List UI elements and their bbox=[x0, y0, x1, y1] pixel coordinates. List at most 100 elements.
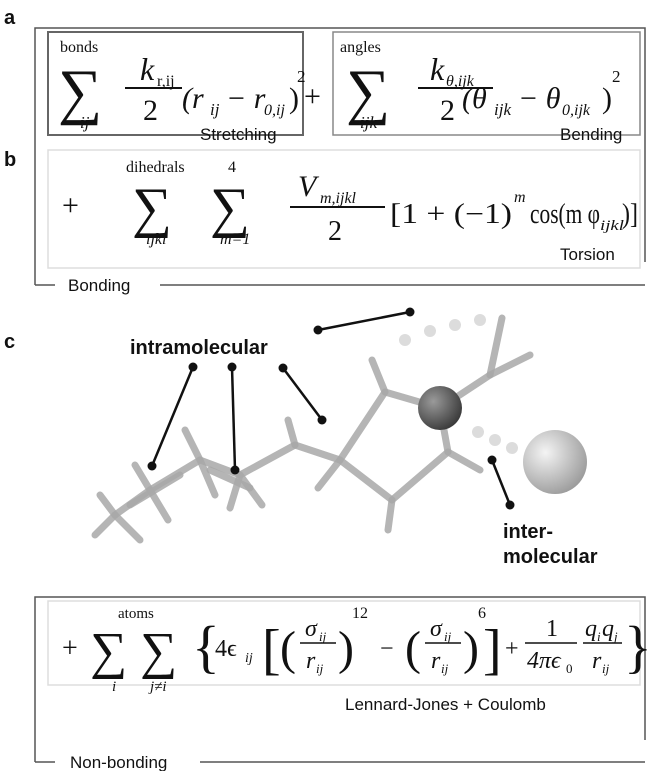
pointer-dot bbox=[231, 466, 240, 475]
bond-stick bbox=[295, 445, 340, 460]
atom-dark bbox=[418, 386, 462, 430]
stretching-tn3: ) bbox=[289, 82, 299, 115]
bending-num: k bbox=[430, 51, 445, 87]
stretching-tn2-sub: 0,ij bbox=[264, 102, 285, 119]
bending-top: angles bbox=[340, 39, 381, 56]
nonbonding-fn1-den-sub: ij bbox=[316, 661, 324, 676]
bond-stick bbox=[392, 452, 448, 500]
torsion-tn2-sub: ijkl bbox=[600, 218, 624, 234]
nonbonding-fn4-den: r bbox=[592, 648, 602, 674]
stretching-label: Stretching bbox=[200, 125, 277, 144]
torsion-sup: m bbox=[514, 189, 526, 206]
nonbonding-fn4-qn2: q bbox=[602, 616, 614, 642]
bending-tn1-sub: ijk bbox=[494, 100, 511, 119]
bond-stick bbox=[115, 515, 140, 540]
nonbonding-fn3-den: 4πϵ bbox=[527, 648, 562, 674]
bond-stick bbox=[340, 392, 385, 460]
stretching-num: k bbox=[140, 51, 155, 87]
nonbonding-fn1-num: σ bbox=[305, 616, 318, 642]
nonbonding-top: atoms bbox=[118, 606, 154, 622]
bending-den: 2 bbox=[440, 94, 455, 127]
pointer-line bbox=[232, 367, 235, 470]
nonbonding-plusn2: + bbox=[505, 636, 519, 662]
pointer-dot bbox=[406, 308, 415, 317]
bending-tn3: ) bbox=[602, 82, 612, 115]
bond-stick bbox=[185, 430, 200, 460]
nonbonding-pn1-open: ( bbox=[280, 622, 296, 675]
pointer-dot bbox=[506, 501, 515, 510]
bending-tn1: (θ bbox=[462, 82, 487, 115]
molecule-intern1: inter- bbox=[503, 521, 553, 543]
nonbonding-minus: − bbox=[380, 636, 394, 662]
stretching-tn2: − r bbox=[226, 82, 266, 115]
interaction-dot bbox=[399, 334, 411, 346]
bond-stick bbox=[240, 445, 295, 475]
bending-label: Bending bbox=[560, 125, 622, 144]
panels-b: b bbox=[4, 149, 16, 171]
nonbonding-fn3-den-sub: 0 bbox=[566, 661, 573, 676]
stretching-top: bonds bbox=[60, 39, 98, 56]
figure: abc∑bondsijkr,ij2(rij− r0,ij)2+Stretchin… bbox=[0, 0, 663, 771]
nonbonding-bottomn1: i bbox=[112, 679, 116, 695]
interaction-dot bbox=[472, 426, 484, 438]
bond-stick bbox=[135, 465, 150, 490]
pointer-dot bbox=[279, 364, 288, 373]
bond-stick bbox=[318, 460, 340, 488]
stretching-bottom: ij bbox=[80, 113, 90, 132]
nonbonding-pn1-close: ) bbox=[338, 622, 354, 675]
torsion-num: V bbox=[298, 170, 320, 203]
nonbonding-pn2-open: ( bbox=[405, 622, 421, 675]
nonbonding-label: Lennard-Jones + Coulomb bbox=[345, 695, 546, 714]
torsion-num-sub: m,ijkl bbox=[320, 190, 357, 207]
nonbonding-bracket-close: ] bbox=[483, 619, 502, 681]
nonbonding-fn4-qn1-sub: i bbox=[597, 629, 601, 644]
interaction-dot bbox=[506, 442, 518, 454]
nonbonding-bracket-open: [ bbox=[262, 619, 281, 681]
torsion-den: 2 bbox=[328, 216, 342, 247]
pointer-line bbox=[283, 368, 322, 420]
torsion-sigman2: ∑ bbox=[210, 177, 250, 239]
bond-stick bbox=[95, 515, 115, 535]
nonbonding-fn2-den: r bbox=[431, 648, 441, 674]
nonbonding-fn1-den: r bbox=[306, 648, 316, 674]
pointer-dot bbox=[318, 416, 327, 425]
bond-stick bbox=[288, 420, 295, 445]
nonbonding-fn2-num-sub: ij bbox=[444, 629, 452, 644]
torsion-sigman1: ∑ bbox=[132, 177, 172, 239]
molecule-intern2: molecular bbox=[503, 546, 598, 568]
panels-c: c bbox=[4, 331, 15, 353]
torsion-plus: + bbox=[62, 189, 79, 222]
page: abc∑bondsijkr,ij2(rij− r0,ij)2+Stretchin… bbox=[0, 0, 663, 771]
bond-stick bbox=[448, 452, 480, 470]
nonbonding-fn4-qn1: q bbox=[585, 616, 597, 642]
pointer-dot bbox=[148, 462, 157, 471]
bending-bottom: ijk bbox=[360, 113, 377, 132]
bond-stick bbox=[340, 460, 392, 500]
nonbonding-fn1-num-sub: ij bbox=[319, 629, 327, 644]
nonbonding-eps-sub: ij bbox=[245, 651, 253, 666]
molecule-intramolecular: intramolecular bbox=[130, 337, 268, 359]
torsion-tn3: )] bbox=[622, 199, 638, 230]
stretching-tn1-sub: ij bbox=[210, 100, 220, 119]
pointer-dot bbox=[314, 326, 323, 335]
bond-stick bbox=[100, 495, 115, 515]
interaction-dot bbox=[449, 319, 461, 331]
nonbonding-eps: 4ϵ bbox=[215, 636, 237, 662]
interaction-dot bbox=[424, 325, 436, 337]
nonbonding-fn4-den-sub: ij bbox=[602, 661, 610, 676]
labels: abc∑bondsijkr,ij2(rij− r0,ij)2+Stretchin… bbox=[4, 7, 652, 771]
torsion-bottomn1: ijkl bbox=[146, 231, 167, 248]
stretching-tn1: (r bbox=[182, 82, 204, 115]
pointer-dot bbox=[189, 363, 198, 372]
panels-a: a bbox=[4, 7, 16, 29]
pointer-line bbox=[492, 460, 510, 505]
plus: + bbox=[304, 80, 321, 113]
nonbonding-sigman1: ∑ bbox=[90, 623, 127, 680]
nonbonding-fn2-num: σ bbox=[430, 616, 443, 642]
torsion-topn1: dihedrals bbox=[126, 159, 185, 176]
nonbonding-bottomn2: j≠i bbox=[148, 679, 167, 695]
nonbonding-pn2-close: ) bbox=[463, 622, 479, 675]
nonbonding-expn1: 12 bbox=[352, 605, 368, 622]
nonbonding-fn3-num: 1 bbox=[546, 616, 558, 642]
atom-light bbox=[523, 430, 587, 494]
